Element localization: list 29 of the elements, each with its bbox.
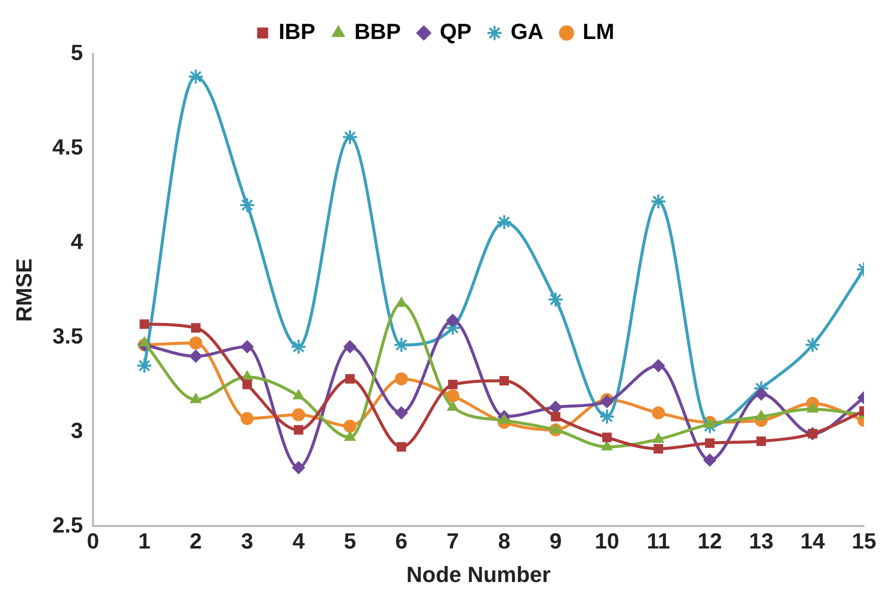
legend-label: BBP — [354, 19, 401, 44]
x-tick-label: 14 — [800, 528, 826, 554]
legend-label: IBP — [278, 19, 316, 44]
x-tick-label: 1 — [138, 528, 151, 554]
y-tick-label: 4 — [70, 228, 84, 254]
x-axis-title: Node Number — [406, 562, 552, 587]
x-tick-label: 13 — [748, 528, 774, 554]
x-tick-label: 4 — [292, 528, 306, 554]
y-tick-label: 2.5 — [52, 512, 83, 538]
x-tick-label: 12 — [698, 528, 722, 554]
x-tick-label: 9 — [549, 528, 562, 554]
x-tick-label: 0 — [86, 528, 100, 554]
x-tick-label: 5 — [344, 528, 356, 554]
x-tick-label: 11 — [646, 528, 670, 554]
x-tick-label: 8 — [498, 528, 510, 554]
y-tick-label: 4.5 — [52, 134, 83, 160]
legend-label: GA — [510, 19, 544, 44]
y-axis-title: RMSE — [11, 258, 36, 322]
legend-label: QP — [440, 19, 472, 44]
x-tick-label: 6 — [395, 528, 408, 554]
y-tick-label: 5 — [70, 40, 83, 66]
x-tick-label: 2 — [190, 528, 202, 554]
x-tick-label: 10 — [594, 528, 620, 554]
x-tick-label: 3 — [241, 528, 254, 554]
x-tick-label: 15 — [852, 528, 876, 554]
x-tick-label: 7 — [446, 528, 459, 554]
legend-label: LM — [582, 19, 614, 44]
y-tick-label: 3 — [70, 418, 83, 443]
y-tick-label: 3.5 — [52, 323, 83, 348]
